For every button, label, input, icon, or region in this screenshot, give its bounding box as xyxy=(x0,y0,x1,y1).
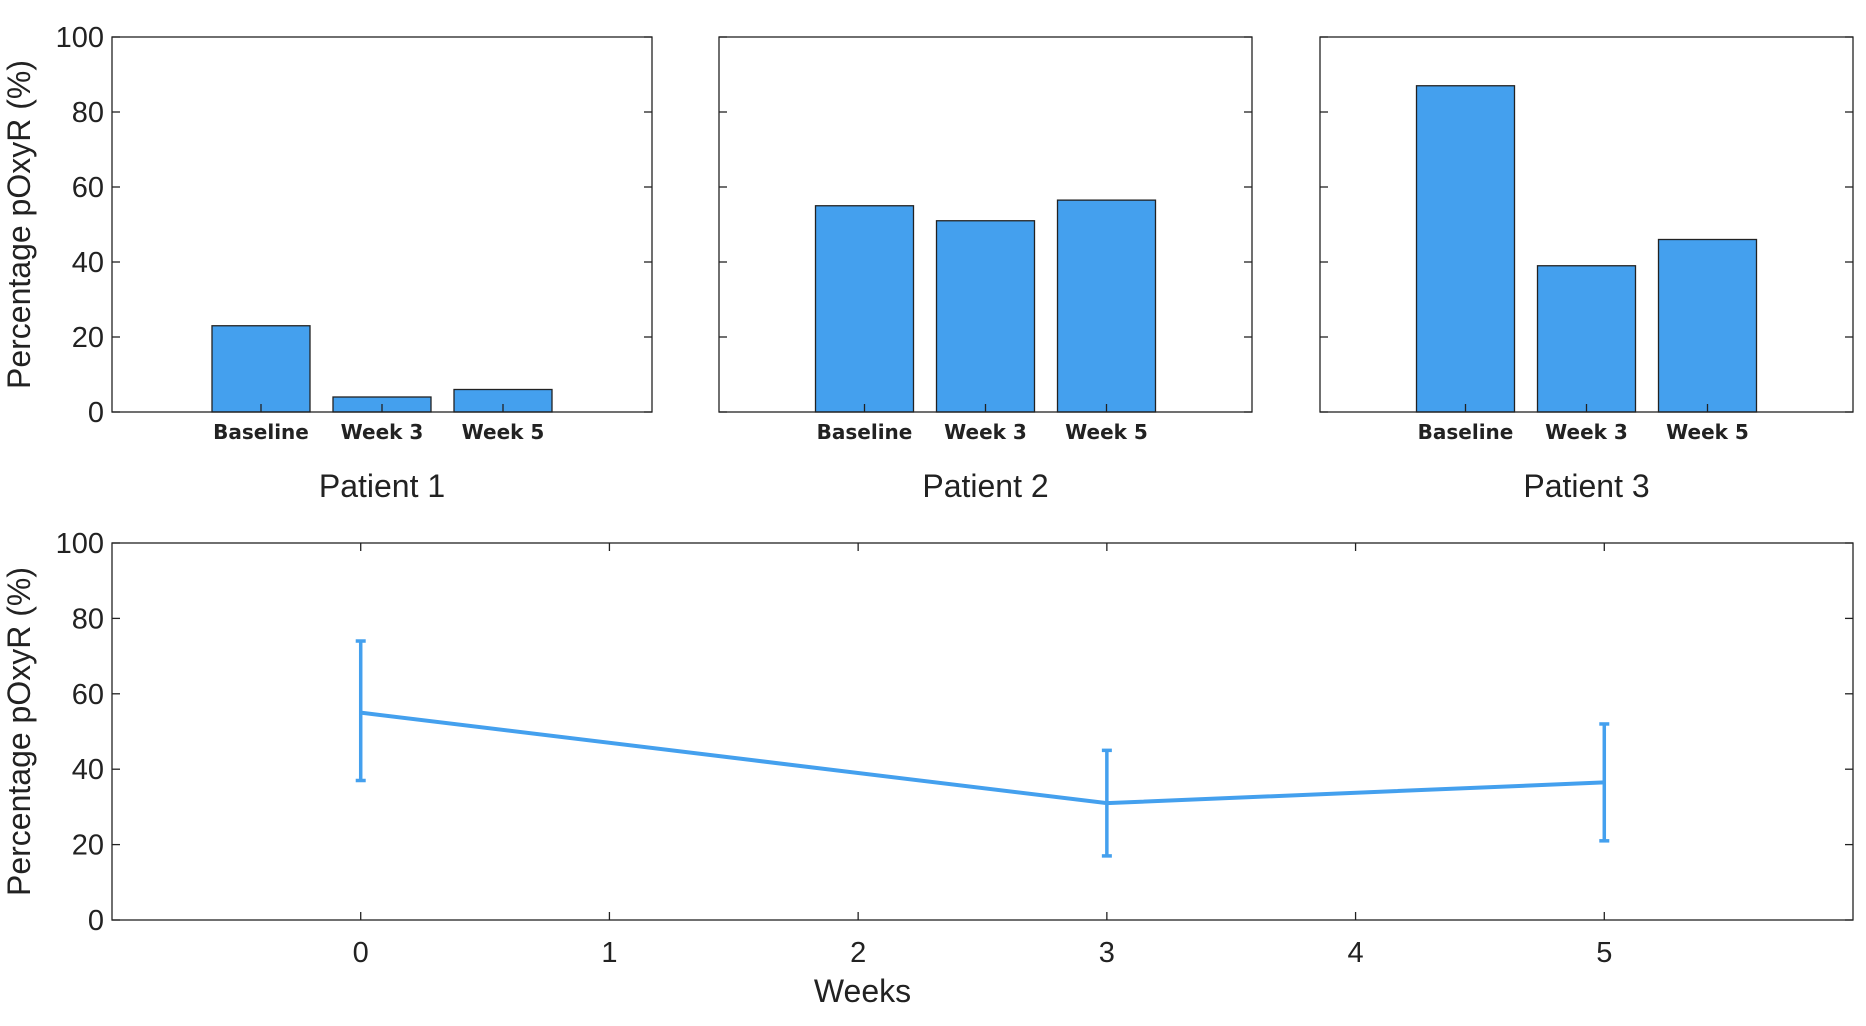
series-line xyxy=(360,710,1605,806)
line-chart-panel: 0 20 40 60 80 100 0 1 2 3 4 5 Weeks Percentage pOxyR … xyxy=(1,528,1854,1009)
y-tick-label: 40 xyxy=(72,754,104,786)
y-tick-label: 80 xyxy=(72,97,104,129)
y-tick-label: 0 xyxy=(88,397,104,429)
bar xyxy=(1657,238,1758,413)
y-tick-label: 40 xyxy=(72,247,104,279)
panel-title: Patient 2 xyxy=(922,468,1048,504)
bar xyxy=(935,220,1036,413)
x-tick-label: 0 xyxy=(353,937,369,969)
y-tick-label: 20 xyxy=(72,830,104,862)
bar-chart-panel-2: Baseline Week 3 Week 5 Patient 2 xyxy=(718,36,1253,504)
plot-frame xyxy=(111,542,1854,921)
y-tick-label: 100 xyxy=(56,528,104,560)
bar xyxy=(814,205,915,413)
bar xyxy=(211,325,311,413)
error-bar xyxy=(1599,722,1610,843)
x-tick-label: 4 xyxy=(1348,937,1364,969)
panel-title: Patient 1 xyxy=(319,468,445,504)
y-tick-label: 20 xyxy=(72,322,104,354)
bar-chart-panel-3: Baseline Week 3 Week 5 Patient 3 xyxy=(1319,36,1854,504)
x-category-label: Week 5 xyxy=(1666,420,1749,444)
bar xyxy=(1056,199,1157,413)
x-category-label: Week 3 xyxy=(1545,420,1628,444)
x-category-label: Baseline xyxy=(817,420,913,444)
bar xyxy=(1415,85,1516,413)
x-category-label: Baseline xyxy=(1418,420,1514,444)
x-category-label: Baseline xyxy=(213,420,309,444)
y-axis-title: Percentage pOxyR (%) xyxy=(1,60,37,389)
y-tick-label: 60 xyxy=(72,679,104,711)
x-category-label: Week 3 xyxy=(341,420,424,444)
y-tick-label: 100 xyxy=(56,22,104,54)
x-tick-label: 1 xyxy=(601,937,617,969)
error-bar xyxy=(1101,748,1112,858)
x-category-label: Week 5 xyxy=(462,420,545,444)
x-tick-label: 3 xyxy=(1099,937,1115,969)
y-tick-label: 80 xyxy=(72,603,104,635)
y-tick-label: 60 xyxy=(72,172,104,204)
x-axis-title: Weeks xyxy=(814,973,911,1009)
error-bar xyxy=(355,639,366,783)
x-category-label: Week 5 xyxy=(1065,420,1148,444)
plot-frame xyxy=(1319,36,1854,413)
y-axis-title: Percentage pOxyR (%) xyxy=(1,567,37,896)
bar xyxy=(1536,265,1637,413)
plot-frame xyxy=(111,36,653,413)
x-tick-label: 5 xyxy=(1596,937,1612,969)
x-category-label: Week 3 xyxy=(944,420,1027,444)
y-tick-label: 0 xyxy=(88,905,104,937)
panel-title: Patient 3 xyxy=(1523,468,1649,504)
bar-chart-panel-1: 0 20 40 60 80 100 Baseline Week 3 Week 5 Patient … xyxy=(1,22,653,504)
x-tick-label: 2 xyxy=(850,937,866,969)
plot-frame xyxy=(718,36,1253,413)
